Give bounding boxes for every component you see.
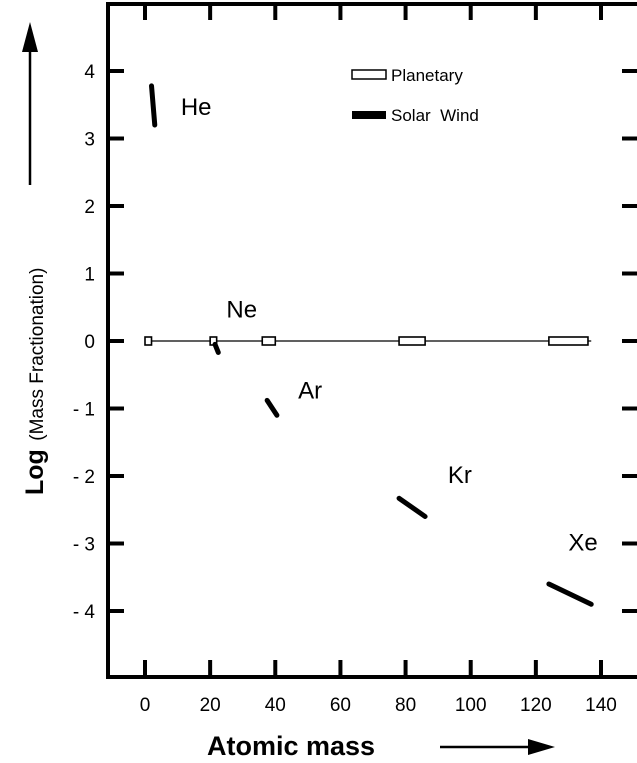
x-tick-label-6: 120 [520,695,552,716]
element-label-kr: Kr [448,462,472,489]
y-tick-label-8: - 4 [73,602,96,623]
x-tick-label-3: 60 [330,695,351,716]
planetary-box-3 [398,336,426,346]
x-tick-label-1: 20 [200,695,221,716]
y-tick-label-7: - 3 [73,535,95,556]
element-label-xe: Xe [568,529,597,556]
solar-wind-bar-kr [396,495,428,519]
x-axis-arrow-icon [440,739,555,755]
element-labels: He Ne Ar Kr Xe [181,94,598,556]
x-tick-label-7: 140 [585,695,617,716]
y-axis-title: Log (Mass Fractionation) [21,268,49,495]
solar-wind-series [149,83,594,607]
legend-planetary-swatch [351,69,387,80]
x-tick-labels: 0 20 40 60 80 100 120 140 [140,695,617,716]
legend-solar-wind-swatch [352,111,386,119]
legend: Planetary Solar Wind [351,66,479,125]
x-tick-label-0: 0 [140,695,151,716]
x-tick-label-2: 40 [265,695,286,716]
element-label-ne: Ne [226,296,257,323]
planetary-box-2 [261,336,277,346]
element-label-ar: Ar [298,377,322,404]
y-axis-title-main: Log [21,449,49,495]
y-tick-label-6: - 2 [73,467,95,488]
x-tick-label-5: 100 [455,695,487,716]
x-axis-title: Atomic mass [207,731,375,761]
y-tick-label-4: 0 [84,332,95,353]
plot-frame [106,2,637,679]
solar-wind-bar-ne [212,341,221,355]
solar-wind-bar-ar [264,397,280,418]
y-tick-label-1: 3 [84,130,95,151]
legend-planetary-label: Planetary [391,66,463,85]
y-tick-label-5: - 1 [73,400,95,421]
x-tick-label-4: 80 [395,695,416,716]
y-tick-labels: 4 3 2 1 0 - 1 - 2 - 3 - 4 [73,62,96,623]
y-tick-label-0: 4 [84,62,95,83]
solar-wind-bar-xe [546,581,594,607]
y-axis-arrow-icon [22,22,38,185]
planetary-series [144,336,589,346]
element-label-he: He [181,94,212,121]
axis-ticks [110,6,637,675]
y-axis-title-suffix: (Mass Fractionation) [27,268,48,441]
y-tick-label-2: 2 [84,197,95,218]
planetary-box-0 [144,336,153,346]
solar-wind-bar-he [149,83,158,128]
y-tick-label-3: 1 [84,265,95,286]
legend-solar-wind-label: Solar Wind [391,106,479,125]
planetary-box-4 [548,336,589,346]
